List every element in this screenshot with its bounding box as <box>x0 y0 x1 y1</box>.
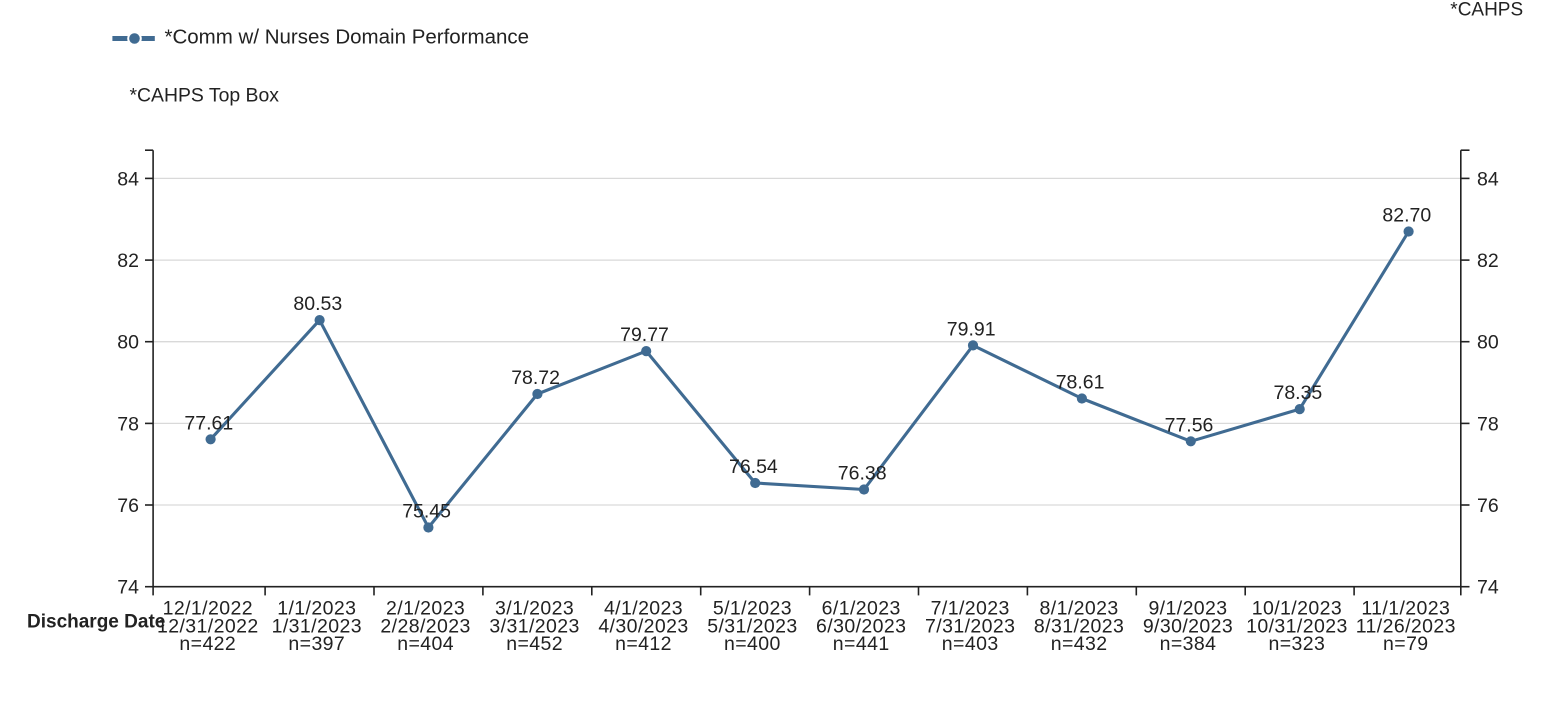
svg-text:82.70: 82.70 <box>1382 205 1431 227</box>
svg-text:*CAHPS: *CAHPS <box>1450 0 1523 20</box>
svg-text:82: 82 <box>1477 250 1499 272</box>
svg-text:80.53: 80.53 <box>293 293 342 315</box>
svg-text:n=403: n=403 <box>942 633 999 655</box>
svg-text:n=400: n=400 <box>724 633 781 655</box>
svg-text:n=422: n=422 <box>179 633 236 655</box>
svg-text:7/1/2023: 7/1/2023 <box>931 597 1010 619</box>
svg-text:79.91: 79.91 <box>947 318 996 340</box>
svg-text:Discharge Date: Discharge Date <box>27 612 165 633</box>
svg-text:76: 76 <box>1477 495 1499 517</box>
svg-text:77.56: 77.56 <box>1165 414 1214 436</box>
svg-text:n=397: n=397 <box>288 633 345 655</box>
svg-text:n=441: n=441 <box>833 633 890 655</box>
svg-text:79.77: 79.77 <box>620 324 669 346</box>
svg-text:11/26/2023: 11/26/2023 <box>1356 615 1456 637</box>
svg-text:80: 80 <box>117 332 139 354</box>
svg-text:8/31/2023: 8/31/2023 <box>1034 615 1124 637</box>
svg-text:12/1/2022: 12/1/2022 <box>163 597 253 619</box>
svg-text:5/1/2023: 5/1/2023 <box>713 597 792 619</box>
svg-text:n=79: n=79 <box>1383 633 1429 655</box>
svg-text:1/31/2023: 1/31/2023 <box>272 615 362 637</box>
svg-text:11/1/2023: 11/1/2023 <box>1361 597 1450 619</box>
svg-text:12/31/2022: 12/31/2022 <box>157 615 259 637</box>
svg-text:n=384: n=384 <box>1160 633 1217 655</box>
svg-text:82: 82 <box>117 250 139 272</box>
svg-text:84: 84 <box>117 168 139 190</box>
svg-text:n=432: n=432 <box>1051 633 1108 655</box>
svg-text:n=412: n=412 <box>615 633 672 655</box>
svg-text:2/1/2023: 2/1/2023 <box>386 597 465 619</box>
svg-text:2/28/2023: 2/28/2023 <box>380 615 470 637</box>
svg-text:77.61: 77.61 <box>184 412 233 434</box>
svg-text:8/1/2023: 8/1/2023 <box>1040 597 1119 619</box>
svg-text:78: 78 <box>117 413 139 435</box>
svg-text:n=404: n=404 <box>397 633 454 655</box>
svg-text:75.45: 75.45 <box>402 501 451 523</box>
svg-text:9/1/2023: 9/1/2023 <box>1148 597 1227 619</box>
svg-text:5/31/2023: 5/31/2023 <box>707 615 797 637</box>
svg-text:76.54: 76.54 <box>729 456 778 478</box>
svg-text:4/1/2023: 4/1/2023 <box>604 597 683 619</box>
svg-text:76: 76 <box>117 495 139 517</box>
svg-text:4/30/2023: 4/30/2023 <box>598 615 688 637</box>
svg-text:78.35: 78.35 <box>1273 382 1322 404</box>
svg-text:78.61: 78.61 <box>1056 372 1105 394</box>
svg-text:76.38: 76.38 <box>838 463 887 485</box>
svg-text:n=323: n=323 <box>1269 633 1326 655</box>
svg-text:74: 74 <box>1477 577 1499 599</box>
svg-text:n=452: n=452 <box>506 633 563 655</box>
svg-text:3/31/2023: 3/31/2023 <box>489 615 579 637</box>
svg-text:*Comm w/ Nurses Domain Perform: *Comm w/ Nurses Domain Performance <box>165 26 530 49</box>
svg-text:78: 78 <box>1477 413 1499 435</box>
svg-text:1/1/2023: 1/1/2023 <box>277 597 356 619</box>
svg-text:10/31/2023: 10/31/2023 <box>1246 615 1348 637</box>
svg-text:78.72: 78.72 <box>511 367 560 389</box>
svg-text:84: 84 <box>1477 168 1499 190</box>
svg-text:74: 74 <box>117 577 139 599</box>
svg-text:9/30/2023: 9/30/2023 <box>1143 615 1233 637</box>
svg-text:7/31/2023: 7/31/2023 <box>925 615 1015 637</box>
svg-text:*CAHPS Top Box: *CAHPS Top Box <box>130 85 280 107</box>
svg-text:10/1/2023: 10/1/2023 <box>1252 597 1342 619</box>
svg-text:3/1/2023: 3/1/2023 <box>495 597 574 619</box>
svg-text:80: 80 <box>1477 332 1499 354</box>
svg-text:6/1/2023: 6/1/2023 <box>822 597 901 619</box>
svg-text:6/30/2023: 6/30/2023 <box>816 615 906 637</box>
